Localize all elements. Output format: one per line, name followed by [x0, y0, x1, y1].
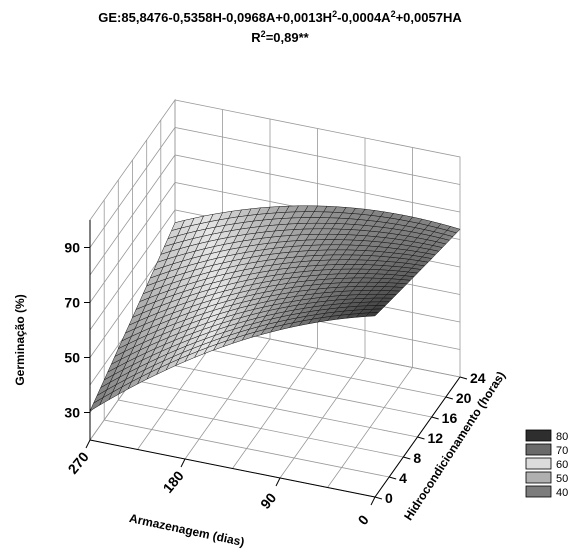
title-equation: GE:85,8476-0,5358H-0,0968A+0,0013H2-0,00…: [98, 9, 462, 25]
y-tick-mark: [403, 456, 411, 460]
legend-swatch: [525, 457, 552, 470]
y-axis-title: Hidrocondicionamento (horas): [401, 369, 508, 523]
surface-cell: [89, 396, 104, 412]
y-tick-label: 16: [442, 410, 458, 426]
x-axis-line: [89, 439, 376, 498]
legend-label: 60: [556, 459, 568, 471]
y-tick-mark: [374, 496, 383, 500]
h-gridline: [117, 180, 404, 458]
title-r-squared: R2=0,89**: [251, 29, 309, 45]
y-tick-label: 12: [428, 430, 444, 446]
x-tick-label: 90: [257, 490, 279, 512]
legend: 80 70 60 50 40: [525, 429, 568, 499]
y-tick-mark: [431, 416, 439, 420]
x-axis-title: Armazenagem (dias): [128, 511, 246, 549]
y-tick-mark: [459, 376, 468, 380]
x-tick-mark: [85, 439, 91, 449]
y-tick-mark: [389, 476, 397, 480]
legend-swatch: [525, 429, 552, 442]
x-tick-mark: [370, 496, 376, 506]
legend-swatch: [525, 471, 552, 484]
y-tick-label: 4: [399, 470, 407, 486]
z-tick-label: 30: [64, 405, 80, 421]
z-axis-title: Germinação (%): [13, 294, 27, 385]
legend-label: 50: [556, 473, 568, 485]
y-tick-label: 8: [413, 450, 421, 466]
h-gridline: [103, 200, 390, 478]
legend-swatch: [525, 443, 552, 456]
legend-label: 70: [556, 445, 568, 457]
z-tick-label: 70: [64, 295, 80, 311]
legend-label: 80: [556, 431, 568, 443]
x-tick-label: 0: [355, 512, 372, 528]
z-tick-label: 50: [64, 350, 80, 366]
y-tick-mark: [445, 396, 453, 400]
z-tick-label: 90: [64, 240, 80, 256]
x-tick-mark: [275, 477, 281, 487]
y-tick-mark: [417, 436, 425, 440]
y-tick-label: 20: [456, 390, 472, 406]
x-tick-label: 180: [160, 468, 187, 496]
y-tick-label: 0: [385, 490, 393, 506]
legend-label: 40: [556, 487, 568, 499]
y-tick-label: 24: [470, 370, 486, 386]
legend-swatch: [525, 485, 552, 498]
chart-title: GE:85,8476-0,5358H-0,0968A+0,0013H2-0,00…: [98, 9, 462, 45]
x-tick-label: 270: [65, 449, 92, 477]
x-tick-mark: [180, 458, 186, 468]
surface: [89, 205, 461, 412]
